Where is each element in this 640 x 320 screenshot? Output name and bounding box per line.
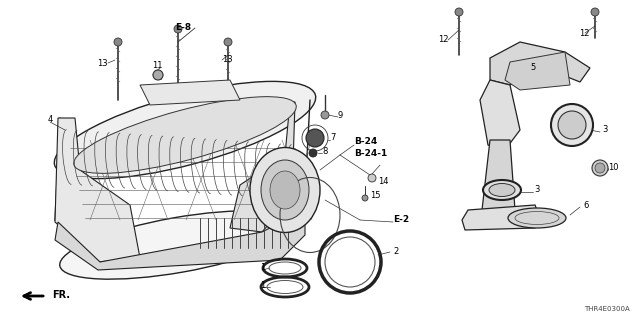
Text: 5: 5 xyxy=(530,63,535,73)
Text: 11: 11 xyxy=(152,61,163,70)
Polygon shape xyxy=(140,80,240,105)
Text: 4: 4 xyxy=(48,116,53,124)
Circle shape xyxy=(224,38,232,46)
Circle shape xyxy=(153,70,163,80)
Ellipse shape xyxy=(74,97,296,173)
Polygon shape xyxy=(55,118,140,262)
Circle shape xyxy=(368,174,376,182)
Ellipse shape xyxy=(508,208,566,228)
Circle shape xyxy=(174,25,182,33)
Polygon shape xyxy=(480,80,520,150)
Text: 2: 2 xyxy=(393,247,398,257)
Circle shape xyxy=(321,111,329,119)
Circle shape xyxy=(455,8,463,16)
Circle shape xyxy=(114,38,122,46)
Polygon shape xyxy=(490,42,590,85)
Text: 12: 12 xyxy=(438,36,449,44)
Text: 14: 14 xyxy=(378,177,388,186)
Text: B-24: B-24 xyxy=(354,138,377,147)
Text: 7: 7 xyxy=(330,132,335,141)
Text: 3: 3 xyxy=(602,125,607,134)
Circle shape xyxy=(595,163,605,173)
Text: E-2: E-2 xyxy=(393,215,409,225)
Text: 10: 10 xyxy=(608,164,618,172)
Text: 13: 13 xyxy=(97,59,108,68)
Polygon shape xyxy=(230,102,295,232)
Text: 6: 6 xyxy=(583,201,588,210)
Circle shape xyxy=(306,129,324,147)
Polygon shape xyxy=(505,52,570,90)
Text: 3: 3 xyxy=(534,186,540,195)
Text: B-24-1: B-24-1 xyxy=(354,149,387,158)
Polygon shape xyxy=(462,205,540,230)
Circle shape xyxy=(591,8,599,16)
Text: FR.: FR. xyxy=(52,290,70,300)
Ellipse shape xyxy=(551,104,593,146)
Circle shape xyxy=(362,195,368,201)
Polygon shape xyxy=(482,140,515,220)
Circle shape xyxy=(309,149,317,157)
Ellipse shape xyxy=(489,183,515,196)
Text: 9: 9 xyxy=(338,110,343,119)
Text: E-8: E-8 xyxy=(175,23,191,33)
Ellipse shape xyxy=(54,81,316,179)
Text: 8: 8 xyxy=(322,147,328,156)
Text: 12: 12 xyxy=(579,28,590,37)
Text: 1: 1 xyxy=(260,263,265,273)
Ellipse shape xyxy=(558,111,586,139)
Text: 15: 15 xyxy=(370,191,381,201)
Text: 13: 13 xyxy=(222,55,232,65)
Ellipse shape xyxy=(483,180,521,200)
Ellipse shape xyxy=(60,211,296,279)
Circle shape xyxy=(592,160,608,176)
Text: 1: 1 xyxy=(260,281,265,290)
Ellipse shape xyxy=(261,160,309,220)
Text: THR4E0300A: THR4E0300A xyxy=(584,306,630,312)
Polygon shape xyxy=(55,210,305,270)
Ellipse shape xyxy=(250,148,320,233)
Ellipse shape xyxy=(270,171,300,209)
